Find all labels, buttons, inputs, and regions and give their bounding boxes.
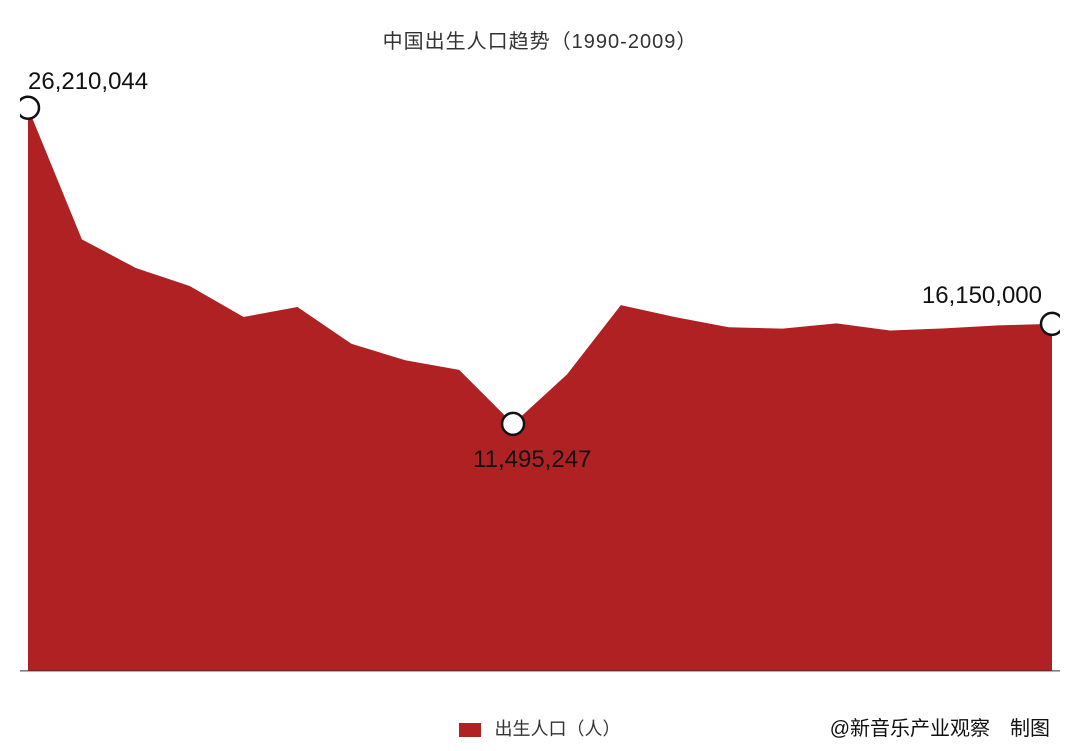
legend-label: 出生人口（人） <box>495 719 621 739</box>
x-tick-label: 2006 <box>871 678 909 680</box>
x-tick-label: 1993 <box>171 678 209 680</box>
chart-title: 中国出生人口趋势（1990-2009） <box>0 25 1080 54</box>
x-tick-label: 2007 <box>925 678 963 680</box>
callout-marker <box>20 97 39 119</box>
x-tick-label: 1994 <box>225 678 263 680</box>
credit-text: @新音乐产业观察 制图 <box>830 712 1050 741</box>
x-tick-label: 1996 <box>332 678 370 680</box>
area-series <box>28 108 1052 671</box>
x-tick-label: 1991 <box>63 678 101 680</box>
x-tick-label: 2008 <box>979 678 1017 680</box>
plot-area: 1990 1991 1992 1993 1994 1995 1996 1997 1998 1999… <box>20 70 1060 680</box>
x-tick-label: 2004 <box>764 678 802 680</box>
x-tick-label: 2001 <box>602 678 640 680</box>
x-tick-label: 2002 <box>656 678 694 680</box>
x-tick-label: 2005 <box>818 678 856 680</box>
x-tick-label: 1998 <box>440 678 478 680</box>
x-tick-label: 1999 <box>494 678 532 680</box>
x-axis-ticks: 1990 1991 1992 1993 1994 1995 1996 1997 1998 1999… <box>20 678 1060 680</box>
x-tick-label: 1997 <box>386 678 424 680</box>
legend-swatch <box>459 723 481 737</box>
callout-marker <box>502 413 524 435</box>
callout-marker <box>1041 313 1060 335</box>
x-tick-label: 1990 <box>20 678 47 680</box>
callout-label: 26,210,044 <box>28 68 148 96</box>
callout-label: 11,495,247 <box>473 446 591 474</box>
x-tick-label: 2003 <box>710 678 748 680</box>
x-tick-label: 2009 <box>1033 678 1060 680</box>
x-tick-label: 2000 <box>548 678 586 680</box>
chart-container: 中国出生人口趋势（1990-2009） 1990 1991 1992 1993 1994… <box>0 0 1080 751</box>
x-tick-label: 1992 <box>117 678 155 680</box>
callout-label: 16,150,000 <box>922 282 1042 310</box>
x-tick-label: 1995 <box>279 678 317 680</box>
